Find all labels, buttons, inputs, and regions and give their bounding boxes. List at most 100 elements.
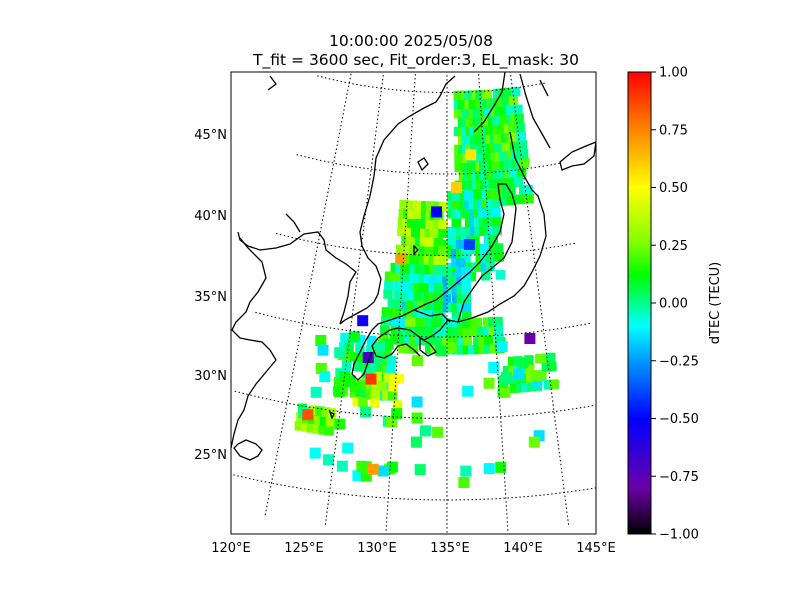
dtec-pixel [424,264,434,275]
dtec-pixel [391,408,403,420]
dtec-pixel [415,317,425,328]
dtec-pixel [418,282,429,293]
colorbar-tick-label: −0.75 [659,470,699,485]
dtec-pixel [488,179,498,189]
dtec-pixel [423,300,433,311]
dtec-pixel [358,397,368,407]
dtec-pixel [466,262,476,273]
dtec-pixel [491,160,501,171]
dtec-pixel [393,281,404,291]
dtec-pixel [413,282,424,292]
dtec-pixel [319,416,330,426]
dtec-pixel [403,281,414,292]
dtec-pixel [509,141,520,151]
dtec-pixel [403,343,413,354]
dtec-pixel [508,96,518,106]
dtec-pixel [496,341,508,352]
dtec-pixel [461,284,471,295]
dtec-pixel [451,257,461,268]
dtec-pixel [436,275,447,286]
dtec-pixel [490,189,500,200]
dtec-pixel [344,342,354,352]
colorbar-tick-label: 0.00 [659,297,688,312]
parallel-line [296,154,561,175]
meridian-line [264,72,352,516]
dtec-pixel-highlight [362,352,374,363]
title-line-2: T_fit = 3600 sec, Fit_order:3, EL_mask: … [252,51,579,70]
dtec-pixel [429,265,439,275]
dtec-pixel [451,293,462,304]
dtec-pixel [489,344,500,354]
dtec-pixel [461,266,471,277]
dtec-pixel [430,345,440,355]
dtec-pixel [461,253,471,264]
dtec-pixel [483,377,495,389]
dtec-pixel [386,355,397,366]
dtec-pixel [423,282,434,293]
dtec-pixel [433,265,444,275]
dtec-pixel [460,465,472,477]
dtec-pixel [377,381,387,391]
dtec-pixel [479,244,490,254]
dtec-pixel [388,382,398,392]
dtec-pixel [384,280,394,290]
dtec-pixel [507,356,518,367]
lat-tick-label: 30°N [194,369,227,384]
dtec-pixel [312,424,322,434]
lon-tick-label: 125°E [284,541,324,556]
dtec-pixel [510,86,521,97]
dtec-pixel [364,389,375,399]
dtec-pixel [404,264,415,274]
dtec-pixel [436,327,446,337]
dtec-pixel [334,347,346,359]
dtec-pixel [340,332,350,343]
dtec-pixel [472,317,482,328]
dtec-pixel [507,195,517,205]
dtec-pixel [358,362,368,372]
dtec-pixel [395,263,405,273]
dtec-pixel [501,97,511,107]
dtec-pixel [483,326,493,336]
dtec-pixel [488,326,499,336]
dtec-pixel [503,87,514,98]
dtec-pixel [405,317,415,327]
dtec-pixel [407,309,417,319]
dtec-pixel [478,326,488,337]
dtec-pixel [375,363,385,374]
dtec-pixel [425,344,435,355]
dtec-pixel [446,284,456,295]
dtec-pixel [348,352,359,362]
dtec-pixel [520,373,530,384]
dtec-pixel [366,336,377,346]
dtec-pixel [321,407,331,417]
dtec-pixel [484,252,495,263]
dtec-pixel [485,261,495,272]
dtec-pixel [399,199,409,210]
dtec-pixel [409,264,420,274]
dtec-pixel [415,326,425,336]
dtec-pixel [438,228,448,238]
dtec-pixel [397,226,407,237]
dtec-pixel [433,237,443,247]
dtec-pixel [500,371,512,383]
parallel-line [275,233,576,257]
dtec-pixel-highlight [395,253,407,265]
dtec-pixel [528,436,540,448]
dtec-pixel [451,336,462,346]
dtec-pixel-highlight [367,463,379,475]
dtec-pixel [513,176,524,187]
dtec-pixel [543,380,554,390]
dtec-pixel [373,352,385,363]
lon-tick-label: 135°E [430,541,470,556]
dtec-pixel [456,293,467,304]
dtec-pixel-highlight [450,182,462,194]
dtec-pixel [432,336,442,347]
dtec-pixel-highlight [365,373,377,385]
dtec-pixel [446,320,456,331]
dtec-pixel [493,142,504,153]
dtec-pixel [352,396,362,407]
dtec-pixel [467,326,478,337]
dtec-pixel [382,390,392,401]
dtec-pixel [498,196,508,206]
map-frame [230,71,597,535]
